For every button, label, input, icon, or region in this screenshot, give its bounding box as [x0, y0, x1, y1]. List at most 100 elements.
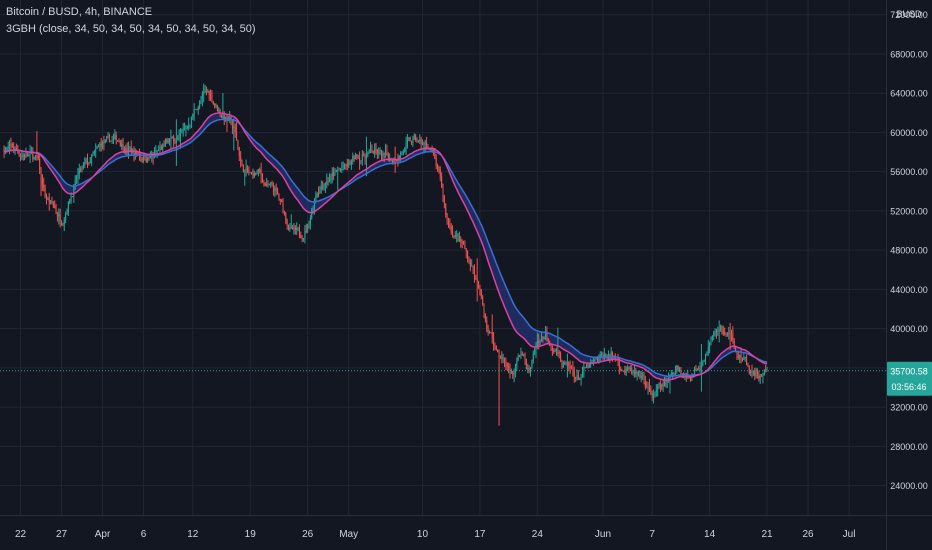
- candle-body: [319, 189, 321, 195]
- current-price-label: 35700.58: [890, 366, 928, 376]
- candle-body: [359, 157, 361, 162]
- candle-body: [331, 172, 333, 177]
- candle-body: [193, 109, 195, 114]
- candle-body: [178, 132, 180, 137]
- candle-body: [287, 225, 289, 230]
- candle-body: [598, 358, 600, 361]
- candle-body: [350, 161, 352, 164]
- price-tick-label: 40000.00: [890, 324, 928, 334]
- candle-body: [123, 148, 125, 153]
- candle-body: [222, 116, 224, 118]
- candle-body: [397, 160, 399, 162]
- candle-body: [289, 227, 291, 230]
- candle-body: [349, 162, 351, 164]
- candle-body: [493, 338, 495, 346]
- candle-body: [130, 147, 132, 153]
- candle-body: [309, 217, 311, 224]
- candle-body: [443, 197, 445, 204]
- candle-body: [677, 365, 679, 371]
- candle-body: [733, 340, 735, 347]
- candle-body: [184, 129, 186, 131]
- candle-body: [486, 320, 488, 328]
- ma-slow-line: [4, 118, 768, 378]
- candle-body: [735, 346, 737, 353]
- candle-body: [670, 374, 672, 376]
- candle-body: [51, 200, 53, 203]
- candle-body: [562, 364, 564, 367]
- candle-body: [29, 152, 31, 156]
- candle-body: [354, 154, 356, 160]
- candle-body: [695, 368, 697, 370]
- candle-body: [597, 357, 599, 361]
- candle-body: [293, 227, 295, 230]
- candle-body: [715, 331, 717, 333]
- candle-body: [304, 231, 306, 239]
- candle-body: [36, 154, 38, 156]
- candle-body: [216, 104, 218, 111]
- candle-body: [739, 355, 741, 358]
- time-tick-label: Jun: [595, 529, 611, 540]
- candle-body: [188, 125, 190, 127]
- candle-body: [234, 126, 236, 133]
- candle-body: [699, 368, 701, 370]
- candle-body: [56, 212, 58, 217]
- candle-body: [463, 243, 465, 245]
- candle-body: [580, 376, 582, 379]
- candle-body: [602, 353, 604, 359]
- candle-body: [140, 157, 142, 159]
- candle-body: [215, 104, 217, 107]
- candle-body: [513, 373, 515, 375]
- candle-body: [252, 171, 254, 177]
- candle-body: [595, 357, 597, 360]
- candle-body: [278, 193, 280, 200]
- candle-body: [666, 380, 668, 382]
- candle-body: [111, 139, 113, 142]
- candle-body: [536, 341, 538, 347]
- candle-body: [640, 375, 642, 378]
- candle-body: [428, 149, 430, 151]
- candle-body: [211, 95, 213, 102]
- candle-body: [122, 143, 124, 149]
- candle-body: [531, 359, 533, 368]
- candle-body: [181, 129, 183, 132]
- candle-body: [504, 358, 506, 363]
- candle-body: [490, 332, 492, 334]
- candle-body: [706, 353, 708, 355]
- candle-body: [360, 160, 362, 162]
- candle-body: [502, 358, 504, 360]
- candle-body: [724, 333, 726, 335]
- candle-body: [752, 370, 754, 374]
- candle-body: [121, 143, 123, 147]
- candle-body: [565, 362, 567, 364]
- candle-body: [571, 368, 573, 370]
- candle-body: [564, 362, 566, 365]
- candle-body: [367, 153, 369, 157]
- price-axis[interactable]: 72000.00 68000.00 64000.00 60000.00 56000.00…: [886, 0, 932, 550]
- time-axis[interactable]: 22 27 Apr 6 12 19 26 May 10 17 24 Jun 7 14 21 26 Jul: [0, 515, 932, 541]
- candle-body: [581, 370, 583, 377]
- candle-body: [292, 227, 294, 230]
- candle-body: [199, 101, 201, 108]
- candle-body: [550, 345, 552, 348]
- candle-body: [594, 359, 596, 363]
- candle-body: [525, 360, 527, 369]
- price-tick-label: 32000.00: [890, 403, 928, 413]
- candle-body: [442, 187, 444, 198]
- grid-lines: [0, 0, 886, 515]
- candle-body: [365, 156, 367, 159]
- candle-body: [460, 238, 462, 242]
- candle-body: [636, 371, 638, 375]
- candle-body: [345, 164, 347, 166]
- candle-body: [259, 168, 261, 172]
- candle-body: [747, 363, 749, 367]
- candle-body: [174, 141, 176, 143]
- candle-body: [516, 360, 518, 367]
- candle-body: [386, 151, 388, 155]
- candle-body: [337, 169, 339, 171]
- price-tick-label: 48000.00: [890, 246, 928, 256]
- price-tick-label: 60000.00: [890, 128, 928, 138]
- candle-body: [241, 161, 243, 165]
- candle-body: [382, 153, 384, 156]
